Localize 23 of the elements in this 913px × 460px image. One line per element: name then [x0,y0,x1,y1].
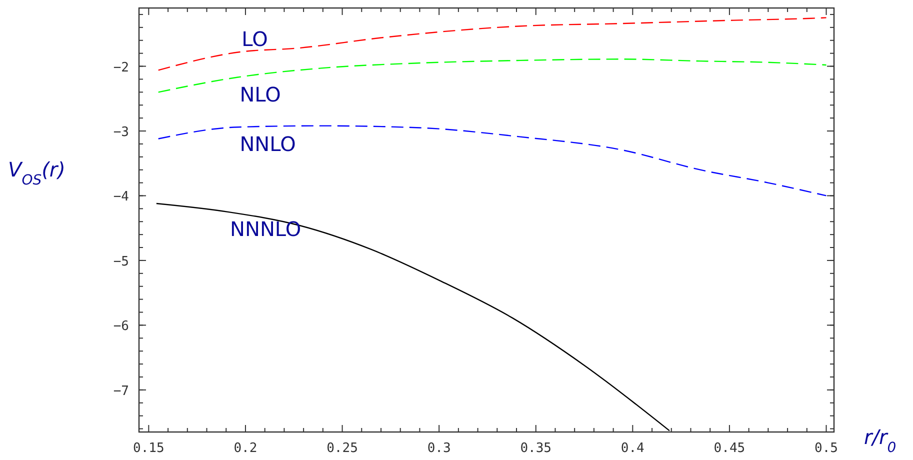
x-tick-label: 0.3 [427,441,451,456]
x-tick-label: 0.2 [234,441,258,456]
line-series [156,202,670,432]
line-series [158,125,827,196]
x-tick-label: 0.15 [133,441,164,456]
y-axis-title: V$_{OS}$(r) [8,157,66,188]
y-tick-label: −3 [113,124,129,140]
y-tick-label: −5 [113,254,129,270]
series-label: NNNLO [230,216,302,241]
y-tick-label: −7 [113,384,129,399]
y-tick-label: −2 [113,60,129,76]
series-label: NLO [240,82,281,106]
y-tick-label: −6 [113,319,129,334]
x-axis-title: r/r$_{0}$ [864,425,896,456]
series-label: LO [242,27,268,52]
x-tick-label: 0.25 [326,441,358,456]
x-tick-label: 0.5 [814,441,838,456]
x-tick-label: 0.35 [520,441,552,456]
line-series [158,17,827,71]
x-tick-label: 0.4 [620,441,645,456]
x-tick-label: 0.45 [714,441,746,456]
series-label: NNLO [240,132,296,156]
y-tick-label: −4 [113,190,130,205]
